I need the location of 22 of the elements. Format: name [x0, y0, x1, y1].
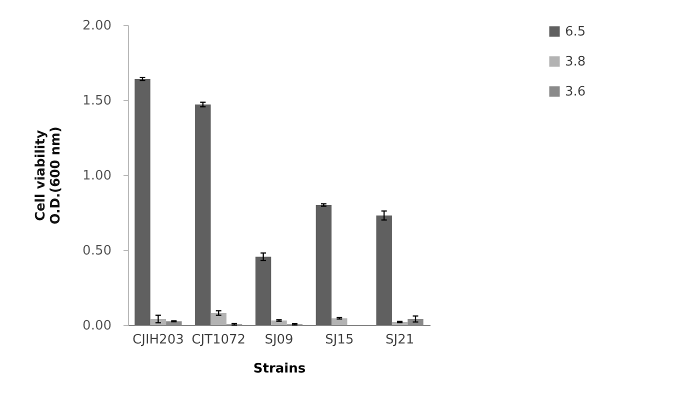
y-tick-label: 1.50: [82, 94, 112, 108]
x-tick-label: CJIH203: [132, 332, 184, 348]
y-tick-label: 0.50: [82, 244, 112, 258]
y-tick-label: 1.00: [82, 168, 112, 184]
legend-label: 3.6: [565, 84, 586, 100]
y-tick-label: 2.00: [82, 18, 112, 34]
legend-label: 3.8: [565, 54, 586, 70]
y-tick-label: 0.00: [82, 318, 112, 334]
legend-label: 6.5: [565, 24, 586, 40]
x-tick-label: SJ21: [385, 332, 414, 348]
x-axis-title: Strains: [253, 362, 306, 376]
bar: [210, 313, 226, 325]
bar: [332, 318, 348, 325]
x-tick-label: CJT1072: [192, 332, 246, 348]
y-axis-title: Cell viability O.D.(600 nm): [34, 126, 64, 224]
bar: [134, 79, 150, 325]
x-tick-label: SJ15: [325, 332, 354, 348]
bar: [255, 256, 272, 325]
x-tick-label: SJ09: [264, 332, 294, 348]
bar: [316, 205, 332, 325]
bar: [376, 216, 392, 325]
bar: [195, 104, 211, 325]
